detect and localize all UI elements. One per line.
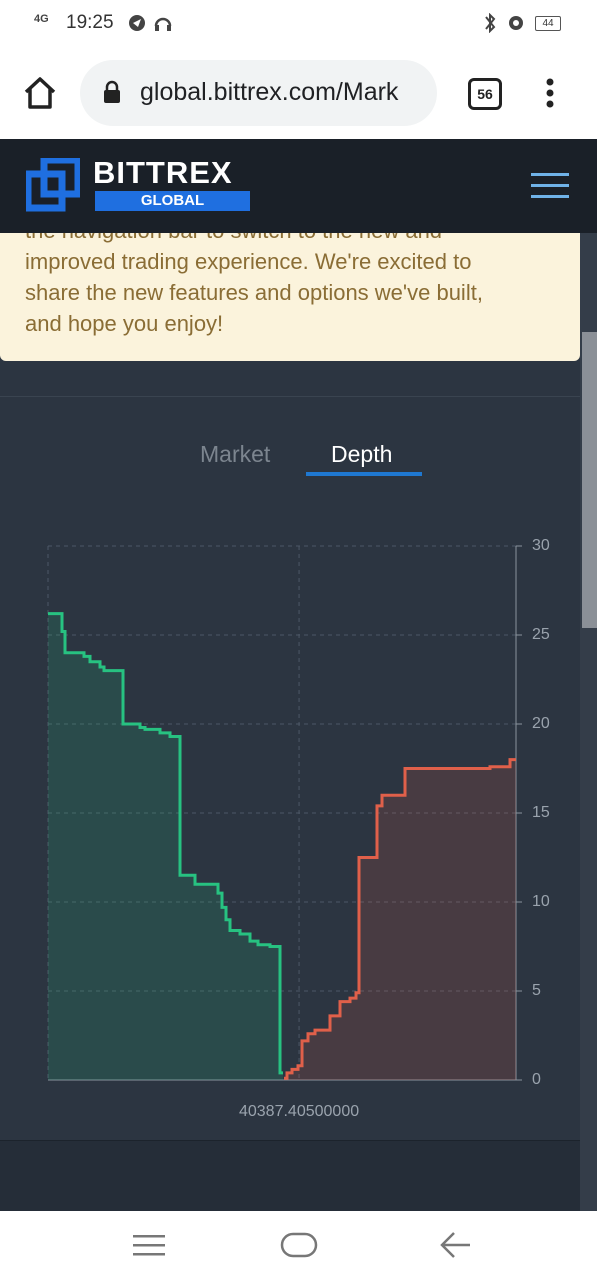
site-header: BITTREX GLOBAL xyxy=(0,139,597,233)
y-tick-label: 25 xyxy=(532,626,550,643)
y-tick-label: 5 xyxy=(532,982,541,999)
depth-chart: 0 5 10 15 20 25 30 40387.40500000 xyxy=(47,537,550,1120)
lock-icon xyxy=(104,80,120,103)
depth-area xyxy=(284,759,516,1080)
notice-line: and hope you enjoy! xyxy=(25,311,224,336)
nav-bar xyxy=(0,1211,597,1280)
url-bar[interactable]: global.bittrex.com/Mark xyxy=(80,60,437,126)
notice-line: improved trading experience. We're excit… xyxy=(25,249,472,274)
network: 4G xyxy=(34,13,49,25)
tab[interactable]: Market xyxy=(200,441,271,467)
scroll-thumb[interactable] xyxy=(582,332,597,628)
logo-mark xyxy=(26,158,80,212)
depth-line xyxy=(284,758,516,1080)
separator xyxy=(0,396,580,397)
status-bar: 4G 19:25 44 xyxy=(0,0,597,44)
menu-button[interactable] xyxy=(540,78,560,108)
y-tick-label: 10 xyxy=(532,893,550,910)
lower-panel xyxy=(0,1140,580,1212)
status-icons-right xyxy=(485,13,523,33)
home-nav-button[interactable] xyxy=(280,1232,318,1258)
depth-area xyxy=(48,613,283,1080)
tab-active[interactable]: Depth xyxy=(331,441,393,467)
y-tick-label: 15 xyxy=(532,804,550,821)
y-tick-label: 20 xyxy=(532,715,550,732)
tab-count[interactable]: 56 xyxy=(468,78,502,110)
back-button[interactable] xyxy=(440,1231,472,1259)
y-tick-label: 0 xyxy=(532,1071,541,1088)
brand: BITTREX xyxy=(93,155,233,190)
x-tick-label: 40387.40500000 xyxy=(239,1103,359,1120)
depth-line xyxy=(48,612,283,1075)
url-text: global.bittrex.com/Mark xyxy=(140,78,399,106)
clock: 19:25 xyxy=(66,12,114,33)
y-tick-label: 30 xyxy=(532,537,550,554)
browser-bar: global.bittrex.com/Mark 56 xyxy=(0,44,597,139)
status-icons xyxy=(129,15,172,31)
recents-button[interactable] xyxy=(133,1233,165,1257)
hamburger[interactable] xyxy=(531,173,569,199)
notice-line: share the new features and options we've… xyxy=(25,280,483,305)
home-button[interactable] xyxy=(22,76,58,110)
battery: 44 xyxy=(535,16,561,31)
tab-underline xyxy=(306,472,422,476)
brand-sub: GLOBAL xyxy=(95,191,250,211)
